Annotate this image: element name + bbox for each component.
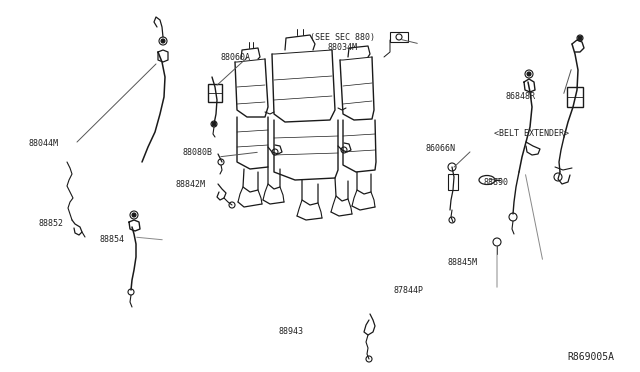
Circle shape xyxy=(578,36,582,40)
Text: 86848R: 86848R xyxy=(506,92,536,101)
Text: <BELT EXTENDER>: <BELT EXTENDER> xyxy=(493,129,569,138)
Circle shape xyxy=(527,72,531,76)
Bar xyxy=(448,174,458,190)
Text: 88845M: 88845M xyxy=(448,258,478,267)
Circle shape xyxy=(161,39,165,43)
Text: 88890: 88890 xyxy=(483,178,508,187)
Text: R869005A: R869005A xyxy=(568,352,614,362)
Text: 86066N: 86066N xyxy=(426,144,456,153)
Text: 88034M: 88034M xyxy=(328,43,357,52)
Text: 87844P: 87844P xyxy=(394,286,424,295)
Text: (SEE SEC 880): (SEE SEC 880) xyxy=(310,33,375,42)
Bar xyxy=(390,32,408,42)
Text: 88842M: 88842M xyxy=(176,180,206,189)
Circle shape xyxy=(132,213,136,217)
Text: 88854: 88854 xyxy=(99,235,124,244)
Bar xyxy=(208,84,222,102)
Text: 88852: 88852 xyxy=(38,219,63,228)
Circle shape xyxy=(212,122,216,126)
Text: 88943: 88943 xyxy=(278,327,304,336)
Text: 88080B: 88080B xyxy=(182,148,212,157)
Text: 88060A: 88060A xyxy=(221,53,251,62)
Text: 88044M: 88044M xyxy=(29,139,59,148)
Bar xyxy=(567,87,583,107)
